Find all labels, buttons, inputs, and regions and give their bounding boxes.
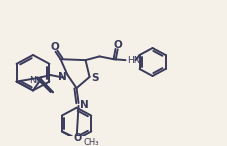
- Text: HN: HN: [127, 56, 141, 65]
- Text: S: S: [90, 73, 98, 83]
- Text: NH: NH: [29, 76, 42, 85]
- Text: O: O: [74, 133, 82, 143]
- Text: N: N: [58, 72, 67, 82]
- Text: O: O: [50, 42, 59, 52]
- Text: CH₃: CH₃: [84, 138, 99, 146]
- Text: N: N: [80, 100, 89, 110]
- Text: O: O: [113, 40, 121, 50]
